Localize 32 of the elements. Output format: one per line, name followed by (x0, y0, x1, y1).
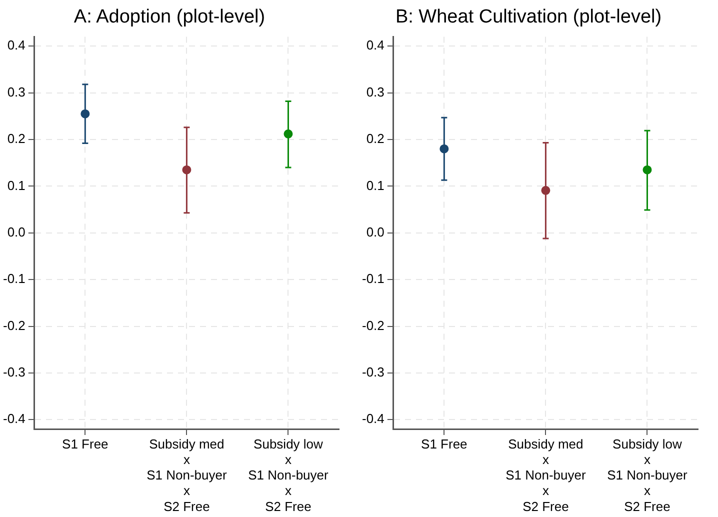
point (182, 165, 192, 174)
y-tick-label: 0.0 (366, 224, 384, 240)
point (541, 186, 550, 195)
y-tick-label: -0.1 (362, 271, 384, 286)
y-tick-label: -0.3 (362, 364, 384, 380)
x-tick-label: S1 Free (62, 436, 108, 452)
point (80, 109, 90, 118)
y-tick-label: -0.2 (2, 318, 26, 333)
y-tick-label: 0.3 (7, 84, 26, 100)
chart-title: A: Adoption (plot-level) (74, 6, 266, 28)
y-tick-label: -0.3 (2, 364, 26, 380)
y-tick-label: -0.2 (362, 318, 384, 333)
y-tick-label: 0.2 (7, 131, 26, 146)
chart-title: B: Wheat Cultivation (plot-level) (395, 6, 662, 28)
y-tick-label: 0.4 (366, 38, 384, 53)
y-tick-label: 0.4 (7, 38, 26, 53)
y-tick-label: 0.0 (7, 224, 26, 240)
x-tick-label: Subsidy low x S1 Non-buyer x S2 Free (607, 436, 688, 514)
y-tick-label: -0.4 (2, 411, 26, 426)
y-tick-label: -0.4 (362, 411, 384, 426)
y-tick-label: 0.1 (7, 178, 26, 193)
x-tick-label: Subsidy med x S1 Non-buyer x S2 Free (146, 436, 228, 514)
y-tick-label: 0.1 (366, 178, 384, 193)
point (284, 129, 293, 138)
x-tick-label: Subsidy med x S1 Non-buyer x S2 Free (506, 436, 586, 514)
y-tick-label: 0.3 (366, 84, 384, 100)
point (440, 144, 449, 154)
point (642, 165, 652, 174)
y-tick-label: -0.1 (2, 271, 26, 286)
x-tick-label: S1 Free (421, 436, 468, 452)
y-tick-label: 0.2 (366, 131, 384, 146)
x-tick-label: Subsidy low x S1 Non-buyer x S2 Free (248, 436, 330, 514)
